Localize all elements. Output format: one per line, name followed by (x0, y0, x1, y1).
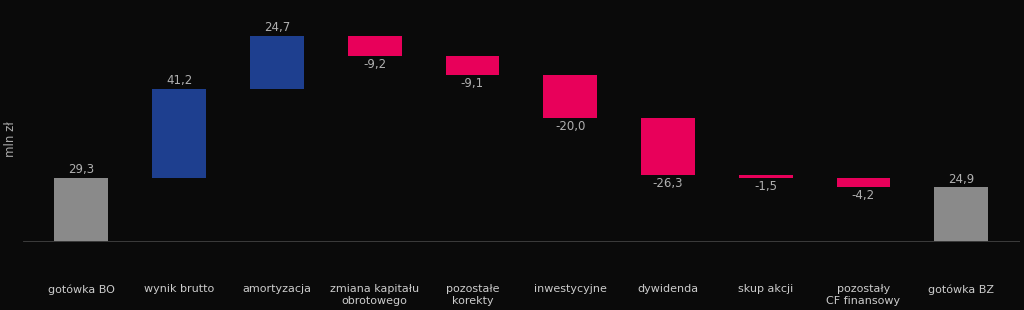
Text: 29,3: 29,3 (69, 163, 94, 176)
Y-axis label: mln zł: mln zł (4, 121, 17, 157)
Bar (837, 178, 890, 187)
Bar (544, 75, 597, 118)
Bar (738, 175, 793, 178)
Text: -20,0: -20,0 (555, 120, 586, 133)
Text: -9,2: -9,2 (364, 58, 386, 71)
Text: 24,7: 24,7 (264, 21, 290, 34)
Bar (54, 178, 109, 241)
Text: 41,2: 41,2 (166, 74, 193, 87)
Bar (934, 187, 988, 241)
Text: -26,3: -26,3 (652, 177, 683, 190)
Text: 24,9: 24,9 (948, 173, 974, 186)
Bar (348, 36, 401, 56)
Bar (153, 89, 206, 178)
Text: -4,2: -4,2 (852, 189, 874, 202)
Bar (445, 56, 500, 75)
Bar (641, 118, 695, 175)
Bar (250, 36, 304, 89)
Text: -9,1: -9,1 (461, 77, 484, 90)
Text: -1,5: -1,5 (754, 180, 777, 193)
